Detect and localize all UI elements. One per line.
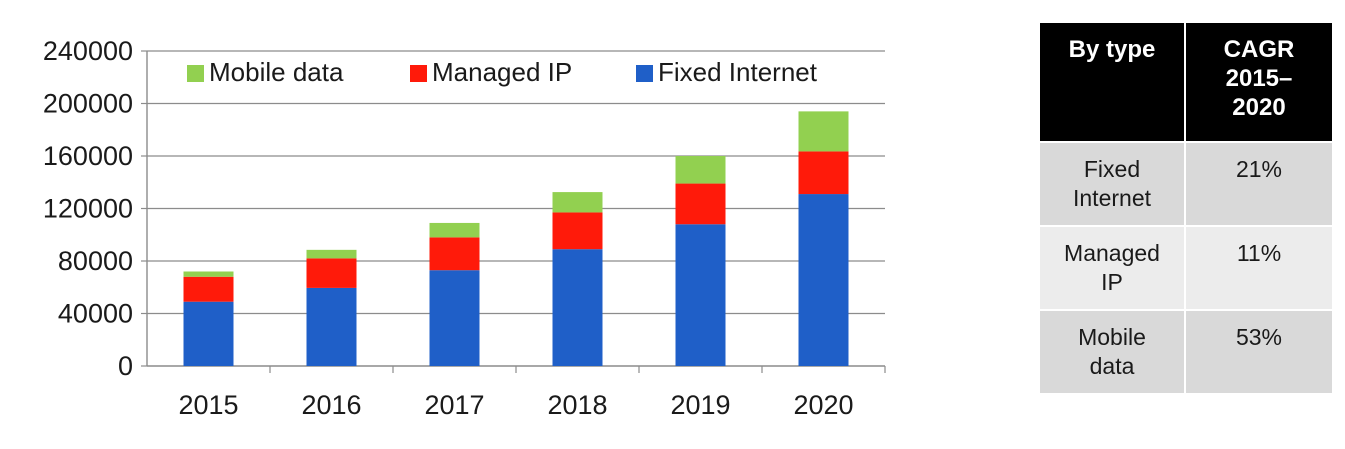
table-header-row: By type CAGR 2015–2020 <box>1038 21 1334 143</box>
y-tick-label: 0 <box>118 351 133 381</box>
legend-swatch <box>636 65 653 82</box>
bar-segment-managed-ip <box>183 276 234 302</box>
bar-segment-fixed-internet <box>183 301 234 366</box>
bar-segment-mobile-data <box>429 222 480 238</box>
legend: Mobile data Managed IP Fixed Internet <box>187 57 818 87</box>
bar-segment-fixed-internet <box>798 194 849 366</box>
bar-segment-mobile-data <box>183 271 234 277</box>
legend-swatch <box>187 65 204 82</box>
header-cagr: CAGR 2015–2020 <box>1184 21 1334 143</box>
bar-segment-fixed-internet <box>429 270 480 366</box>
legend-swatch <box>410 65 427 82</box>
table-row: Fixed Internet 21% <box>1038 141 1334 227</box>
gridlines <box>147 50 885 315</box>
axes <box>141 50 886 373</box>
x-tick-label: 2015 <box>178 390 238 420</box>
y-tick-label: 160000 <box>43 141 133 171</box>
bar-segment-mobile-data <box>798 111 849 152</box>
x-tick-label: 2016 <box>301 390 361 420</box>
bar-segment-managed-ip <box>429 237 480 271</box>
row-cagr: 21% <box>1184 141 1334 227</box>
y-tick-label: 120000 <box>43 194 133 224</box>
x-tick-label: 2018 <box>547 390 607 420</box>
header-cagr-text: CAGR 2015–2020 <box>1223 36 1295 121</box>
row-type: Managed IP <box>1038 225 1186 311</box>
stacked-bar-chart: 0 40000 80000 120000 160000 200000 240000 2015… <box>43 36 886 420</box>
bar-segment-mobile-data <box>306 249 357 259</box>
row-type: Mobile data <box>1038 309 1186 395</box>
bar-segment-mobile-data <box>552 192 603 213</box>
bar-segment-fixed-internet <box>675 224 726 366</box>
bars <box>183 111 849 366</box>
bar-segment-managed-ip <box>306 258 357 288</box>
bar-segment-managed-ip <box>798 151 849 195</box>
y-tick-label: 40000 <box>58 299 133 329</box>
x-axis-ticks: 2015 2016 2017 2018 2019 2020 <box>178 390 853 420</box>
x-tick-label: 2017 <box>424 390 484 420</box>
bar-segment-fixed-internet <box>306 287 357 366</box>
bar-segment-mobile-data <box>675 156 726 184</box>
x-tick-label: 2019 <box>670 390 730 420</box>
bar-segment-managed-ip <box>675 183 726 225</box>
table-row: Managed IP 11% <box>1038 225 1334 311</box>
legend-label: Managed IP <box>432 57 572 87</box>
x-tick-label: 2020 <box>793 390 853 420</box>
bar-segment-managed-ip <box>552 212 603 250</box>
table-row: Mobile data 53% <box>1038 309 1334 395</box>
bar-segment-fixed-internet <box>552 249 603 366</box>
cagr-table: By type CAGR 2015–2020 Fixed Internet 21… <box>1038 21 1334 395</box>
legend-label: Fixed Internet <box>658 57 818 87</box>
header-by-type: By type <box>1038 21 1186 143</box>
y-tick-label: 240000 <box>43 36 133 66</box>
y-tick-label: 80000 <box>58 246 133 276</box>
y-tick-label: 200000 <box>43 89 133 119</box>
y-axis-ticks: 0 40000 80000 120000 160000 200000 240000 <box>43 36 133 381</box>
row-cagr: 11% <box>1184 225 1334 311</box>
row-type: Fixed Internet <box>1038 141 1186 227</box>
row-cagr: 53% <box>1184 309 1334 395</box>
legend-label: Mobile data <box>209 57 344 87</box>
